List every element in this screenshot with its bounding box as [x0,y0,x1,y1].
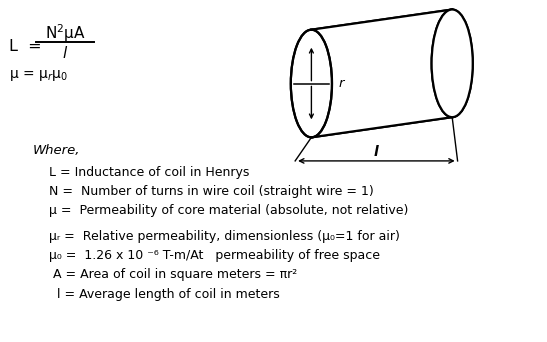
Text: l = Average length of coil in meters: l = Average length of coil in meters [49,288,280,301]
Text: l: l [374,145,379,159]
Text: L  =: L = [9,39,42,54]
Text: N$^2$μA: N$^2$μA [45,22,85,44]
Text: N =  Number of turns in wire coil (straight wire = 1): N = Number of turns in wire coil (straig… [49,185,374,198]
Ellipse shape [432,10,473,117]
Text: r: r [338,77,344,90]
Text: L = Inductance of coil in Henrys: L = Inductance of coil in Henrys [49,166,249,179]
Text: μ =  Permeability of core material (absolute, not relative): μ = Permeability of core material (absol… [49,204,408,217]
Polygon shape [311,10,452,137]
Text: μᵣ =  Relative permeability, dimensionless (μ₀=1 for air): μᵣ = Relative permeability, dimensionles… [49,230,400,243]
Text: μ = μ$_r$μ$_0$: μ = μ$_r$μ$_0$ [9,68,68,83]
Text: μ₀ =  1.26 x 10 ⁻⁶ T-m/At   permeability of free space: μ₀ = 1.26 x 10 ⁻⁶ T-m/At permeability of… [49,249,380,262]
Text: A = Area of coil in square meters = πr²: A = Area of coil in square meters = πr² [49,268,297,281]
Text: Where,: Where, [33,144,80,157]
Text: l: l [63,47,67,62]
